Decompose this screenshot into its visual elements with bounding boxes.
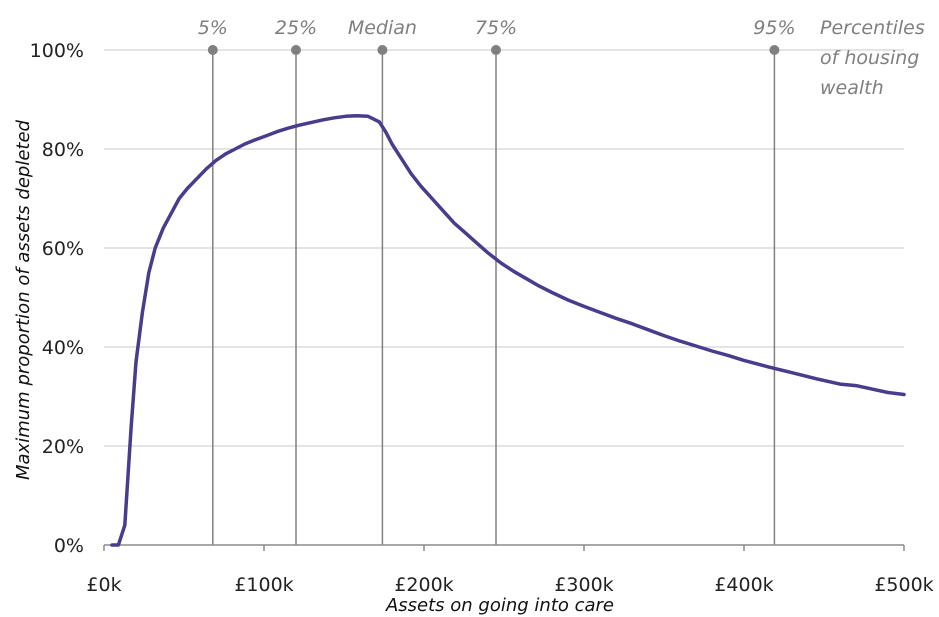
percentile-label: 75% [475,17,517,39]
y-tick-label: 80% [42,139,84,161]
series-group [110,114,906,547]
percentile-marker [377,45,388,55]
x-axis-title: Assets on going into care [385,595,614,616]
x-tick-label: £400k [714,574,773,596]
labels: 0% 20% 40% 60% 80% 100% £0k £100k £200k £300k £400… [30,17,934,596]
percentile-marker [207,45,218,55]
percentile-label: 95% [753,17,795,39]
y-tick-label: 100% [30,40,84,62]
percentile-marker [291,45,301,55]
percentile-marker [769,45,780,55]
percentile-label: Median [348,17,417,39]
x-tick-label: £200k [394,574,453,596]
percentile-marker [491,45,501,55]
gridlines [104,49,904,447]
y-tick-label: 60% [42,238,84,260]
y-tick-label: 0% [54,535,84,557]
x-tick-label: £300k [554,574,613,596]
percentile-reference-lines [207,45,780,545]
x-tick-label: £0k [86,574,121,596]
x-tick-label: £100k [234,574,293,596]
y-tick-label: 20% [42,436,84,458]
series-line [110,114,906,547]
x-tick-label: £500k [874,574,933,596]
percentile-label: 5% [198,17,228,39]
percentiles-annotation: Percentiles of housing wealth [820,17,925,99]
y-tick-label: 40% [42,337,84,359]
axes [103,544,905,551]
y-axis-title: Maximum proportion of assets depleted [13,119,34,480]
percentile-label: 25% [275,17,317,39]
